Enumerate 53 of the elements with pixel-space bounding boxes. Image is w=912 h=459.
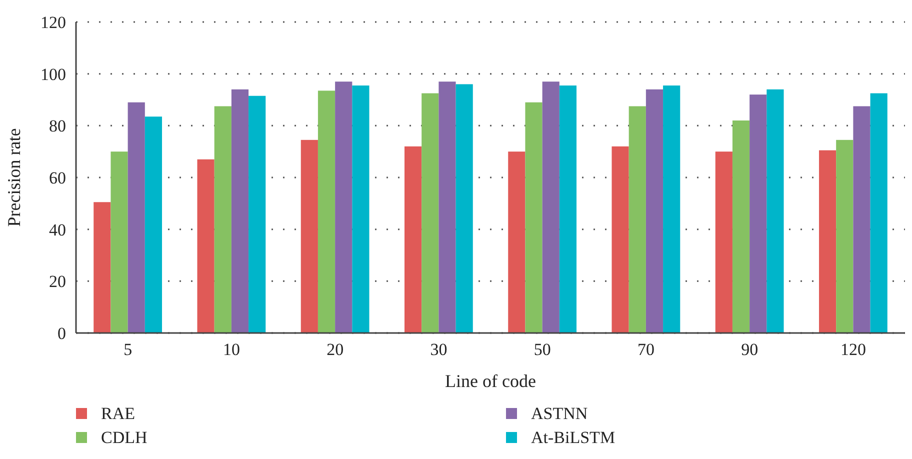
bar [750, 94, 767, 333]
bar [128, 102, 145, 333]
bar [144, 116, 162, 333]
bar [663, 85, 680, 333]
bar [94, 202, 111, 333]
bar [214, 106, 232, 333]
y-tick-label: 120 [40, 12, 66, 32]
bar [612, 146, 629, 333]
bar [335, 82, 352, 333]
x-tick-label: 20 [326, 340, 344, 359]
bar [197, 159, 214, 333]
bar [646, 89, 664, 333]
bar [318, 90, 336, 333]
y-tick-label: 100 [40, 64, 66, 84]
bar [456, 84, 473, 333]
legend-label: CDLH [101, 428, 148, 447]
y-axis-title: Precision rate [4, 128, 24, 227]
x-tick-label: 120 [840, 340, 866, 359]
legend-label: RAE [101, 404, 135, 423]
bar [559, 85, 577, 333]
y-tick-label: 20 [49, 272, 66, 292]
bar [508, 152, 526, 333]
legend-label: ASTNN [531, 404, 588, 423]
legend-label: At-BiLSTM [531, 428, 616, 447]
bar [870, 93, 888, 333]
bar [248, 96, 266, 333]
x-tick-label: 70 [637, 340, 654, 359]
y-tick-label: 40 [49, 220, 66, 240]
bar [231, 89, 249, 333]
y-tick-label: 0 [58, 324, 66, 343]
bar [766, 89, 784, 333]
bar [352, 85, 370, 333]
bar [628, 106, 646, 333]
x-tick-label: 30 [430, 340, 448, 359]
x-tick-label: 10 [222, 340, 240, 359]
y-tick-label: 60 [49, 168, 66, 188]
bar [110, 152, 128, 333]
bar [542, 82, 560, 333]
bar [422, 93, 439, 333]
bar [715, 152, 732, 333]
bar [404, 146, 422, 333]
bar [818, 150, 836, 333]
y-tick-label: 80 [49, 116, 66, 136]
bar [438, 82, 456, 333]
bar [525, 102, 542, 333]
bar [853, 106, 870, 333]
bar [732, 120, 750, 333]
x-axis-title: Line of code [445, 371, 536, 391]
bar [300, 140, 318, 333]
x-tick-label: 5 [124, 340, 132, 359]
bar [836, 140, 854, 333]
x-tick-label: 50 [534, 340, 551, 359]
x-tick-label: 90 [741, 340, 758, 359]
